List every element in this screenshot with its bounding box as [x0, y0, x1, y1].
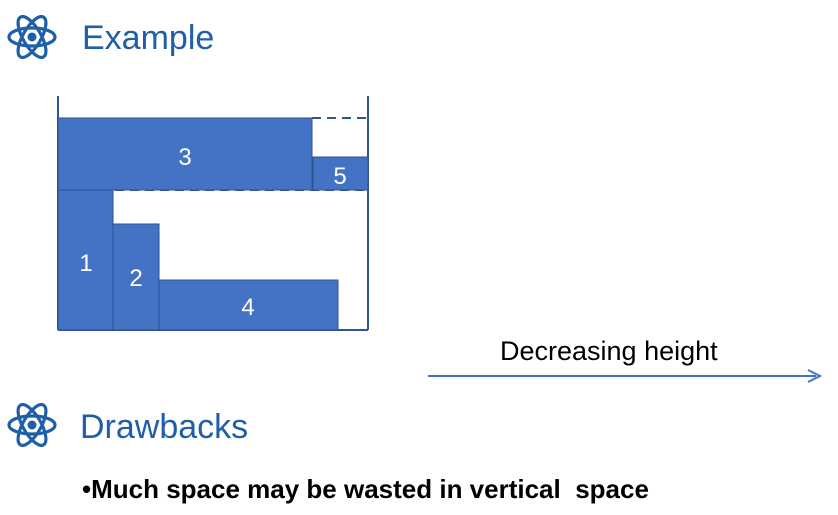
block-1 — [57, 189, 114, 331]
block-2-label: 2 — [129, 265, 142, 292]
atom-icon — [7, 402, 57, 448]
example-heading: Example — [82, 19, 215, 57]
block-5-label: 5 — [333, 163, 346, 190]
block-4 — [158, 279, 339, 331]
block-3-label: 3 — [178, 144, 191, 171]
block-1-label: 1 — [79, 250, 92, 277]
block-2 — [112, 223, 160, 331]
arrowhead-icon — [807, 369, 823, 383]
drawback-point: •Much space may be wasted in vertical sp… — [82, 474, 649, 504]
block-5 — [312, 156, 369, 191]
atom-icon — [7, 14, 57, 60]
block-3 — [57, 117, 313, 191]
arrow-label: Decreasing height — [500, 336, 718, 366]
block-4-label: 4 — [241, 294, 254, 321]
drawbacks-heading: Drawbacks — [80, 408, 249, 446]
